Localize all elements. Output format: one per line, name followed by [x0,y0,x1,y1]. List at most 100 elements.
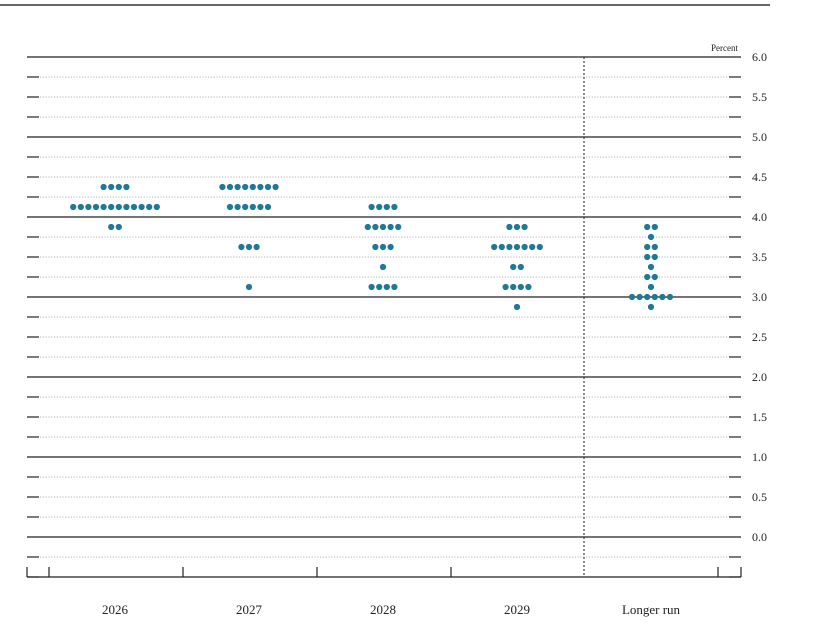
projection-dot [115,223,122,231]
projection-dot [242,183,249,191]
y-tick-label: 4.0 [752,210,767,224]
projection-dot [100,203,107,211]
projection-dot [379,223,387,231]
projection-dot [387,223,394,231]
y-tick-label: 6.0 [752,50,767,64]
projection-dot [651,243,658,251]
projection-dot [219,183,226,191]
projection-dot [491,243,498,251]
projection-dot [108,223,115,231]
projection-dot [651,253,658,261]
projection-dot [153,203,160,211]
projection-dot [123,203,130,211]
projection-dot [647,283,655,291]
projection-dot [521,243,528,251]
projection-dot [85,203,92,211]
projection-dot [383,283,390,291]
projection-dot [510,263,517,271]
projection-dot [517,283,524,291]
y-tick-label: 5.0 [752,130,767,144]
projection-dot [372,243,379,251]
projection-dot [644,273,651,281]
projection-dot [226,203,234,211]
projection-dot [647,303,655,311]
projection-dot [525,283,532,291]
projection-dot [647,233,655,241]
projection-dot [521,223,528,231]
projection-dot [651,293,658,301]
projection-dot [115,183,122,191]
projection-dot [502,283,509,291]
projection-dot [513,243,521,251]
projection-dot [100,183,107,191]
projection-dot [123,183,130,191]
projection-dot [130,203,138,211]
projection-dot [253,243,260,251]
projection-dot [146,203,153,211]
x-category-label: 2026 [102,602,129,617]
projection-dot [108,183,115,191]
projection-dot [513,223,521,231]
x-category-label: 2028 [370,602,396,617]
y-tick-label: 0.5 [752,490,767,504]
projection-dot [647,263,655,271]
x-category-label: 2027 [236,602,263,617]
projection-dot [257,203,264,211]
projection-dot [644,243,651,251]
projection-dot [651,273,658,281]
projection-dot [249,183,256,191]
projection-dot [108,203,115,211]
projection-dot [529,243,536,251]
grid-lines [27,56,741,578]
projection-dot [536,243,543,251]
dot-markers [70,183,674,311]
projection-dot [249,203,256,211]
projection-dot [242,203,249,211]
projection-dot [651,223,658,231]
projection-dot [376,283,383,291]
projection-dot [372,223,379,231]
projection-dot [234,183,241,191]
y-tick-label: 0.0 [752,530,767,544]
projection-dot [628,293,636,301]
projection-dot [517,263,524,271]
projection-dot [70,203,77,211]
y-tick-label: 3.5 [752,250,767,264]
projection-dot [383,203,390,211]
projection-dot [138,203,145,211]
projection-dot [245,243,253,251]
projection-dot [513,303,521,311]
projection-dot [510,283,517,291]
projection-dot [238,243,245,251]
axes [26,57,742,578]
y-tick-label: 2.5 [752,330,767,344]
projection-dot [368,283,375,291]
projection-dot [234,203,241,211]
x-category-label: 2029 [504,602,530,617]
projection-dot [376,203,383,211]
projection-dot [391,203,398,211]
x-category-label: Longer run [622,602,681,617]
projection-dot [379,243,387,251]
projection-dot [644,223,651,231]
projection-dot [636,293,643,301]
projection-dot [387,243,394,251]
projection-dot [368,203,375,211]
y-tick-label: 1.5 [752,410,767,424]
projection-dot [644,293,651,301]
y-tick-label: 2.0 [752,370,767,384]
projection-dot [245,283,253,291]
projection-dot [506,243,513,251]
y-tick-label: 4.5 [752,170,767,184]
projection-dot [395,223,402,231]
projection-dot [666,293,674,301]
projection-dot [257,183,264,191]
projection-dot [272,183,279,191]
projection-dot [92,203,100,211]
axis-labels: 6.0 5.5 5.0 4.5 4.0 3.5 3.0 2.5 2.0 1.5 1.0 0.5 0.0 P… [102,43,767,617]
projection-dot [498,243,505,251]
y-tick-label: 1.0 [752,450,767,464]
projection-dot [644,253,651,261]
y-tick-label: 3.0 [752,290,767,304]
